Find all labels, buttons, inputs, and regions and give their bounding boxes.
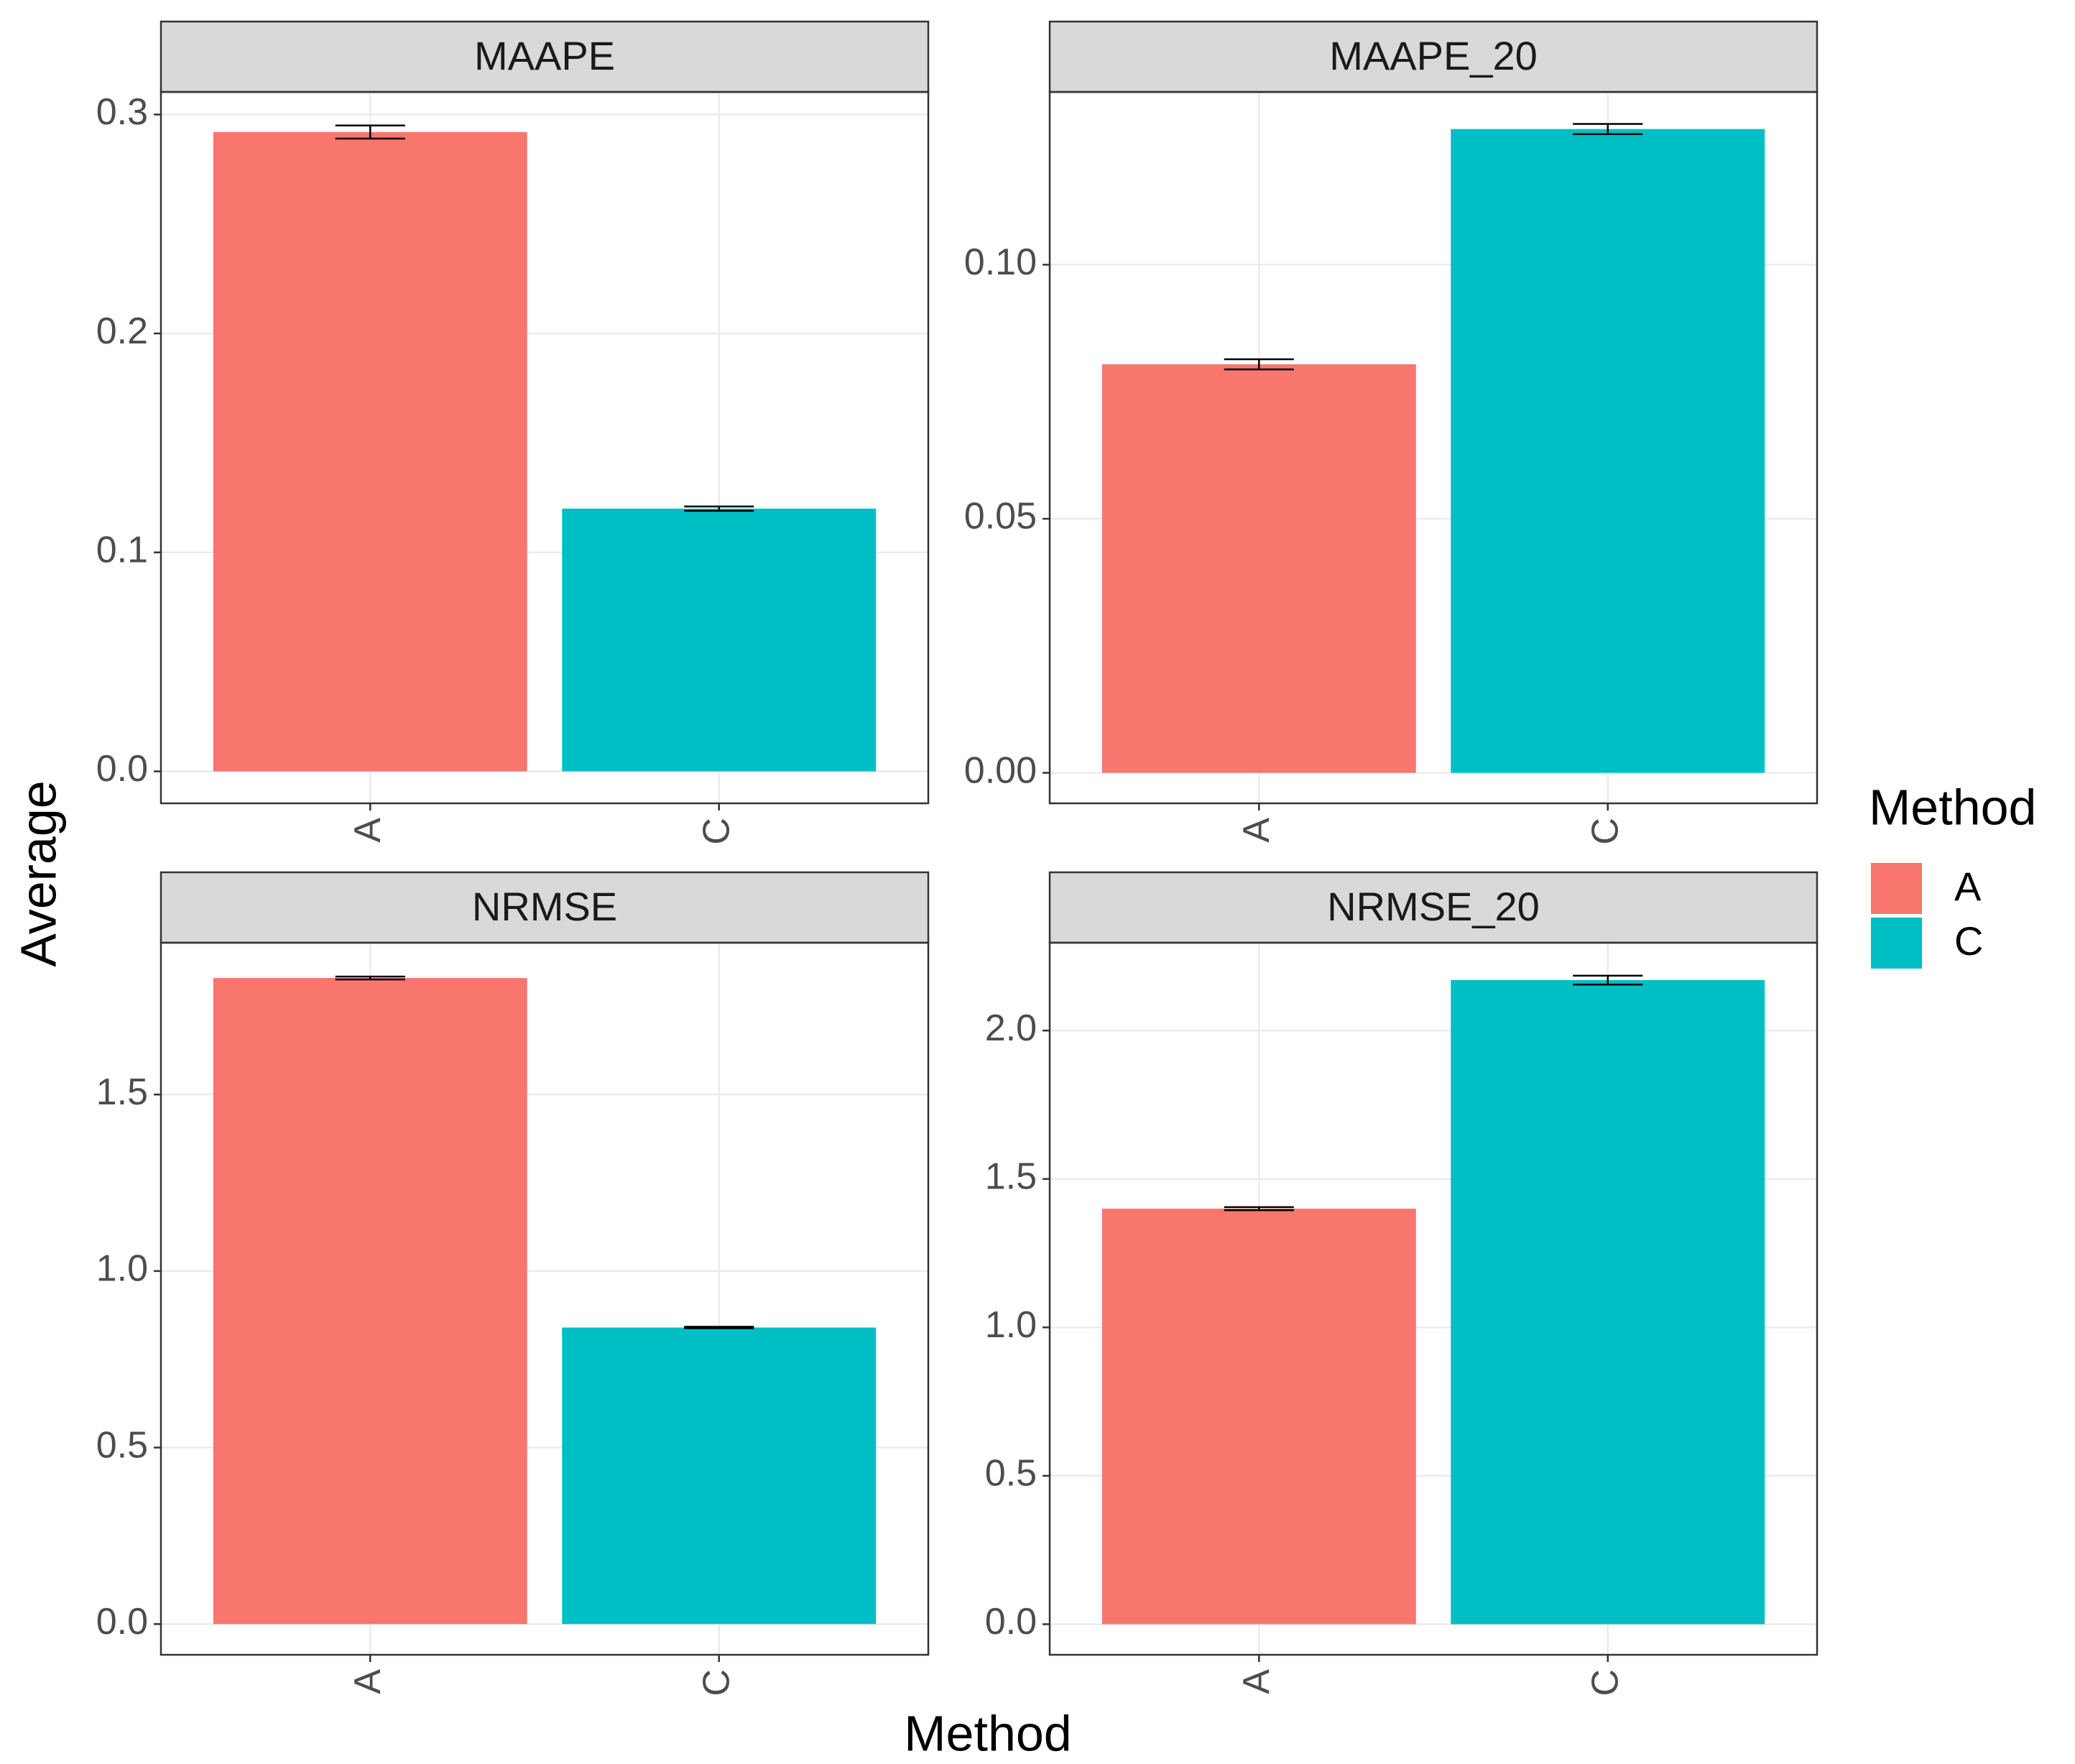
bar — [1101, 364, 1416, 773]
error-bar — [335, 975, 405, 981]
bar — [1451, 129, 1765, 773]
strip — [160, 20, 930, 93]
error-bar — [1224, 1206, 1294, 1211]
y-tick-label: 0.0 — [985, 1601, 1037, 1643]
error-bar — [1573, 974, 1643, 986]
panel-border — [1048, 941, 1818, 1656]
y-tick-label: 0.05 — [964, 496, 1037, 537]
error-bar — [684, 505, 754, 512]
bar — [562, 1327, 877, 1625]
bar — [1451, 980, 1765, 1625]
error-bar — [1573, 123, 1643, 135]
panel-border — [160, 91, 930, 805]
y-tick-label: 2.0 — [985, 1007, 1037, 1049]
y-tick-label: 0.2 — [96, 310, 148, 352]
x-tick-label: C — [695, 1669, 737, 1696]
panel-border — [1048, 91, 1818, 805]
y-tick-label: 0.5 — [985, 1453, 1037, 1495]
y-tick-label: 0.0 — [96, 748, 148, 790]
x-tick-label: A — [1236, 818, 1277, 843]
y-tick-label: 0.1 — [96, 530, 148, 571]
x-tick-label: C — [1584, 1669, 1626, 1696]
y-tick-label: 1.5 — [985, 1156, 1037, 1198]
y-tick-label: 0.00 — [964, 749, 1037, 791]
y-tick-label: 1.0 — [985, 1304, 1037, 1346]
y-tick-label: 0.5 — [96, 1424, 148, 1466]
legend-key — [1871, 863, 1922, 914]
y-axis-title: Average — [10, 780, 66, 966]
x-tick-label: A — [347, 1669, 389, 1694]
x-tick-label: A — [347, 818, 389, 843]
y-tick-label: 0.10 — [964, 241, 1037, 283]
bar — [562, 508, 877, 772]
y-tick-label: 0.0 — [96, 1601, 148, 1643]
panel-border — [160, 941, 930, 1656]
panel-title: MAAPE_20 — [1329, 33, 1538, 78]
y-tick-label: 1.0 — [96, 1248, 148, 1290]
error-bar — [1224, 358, 1294, 371]
y-tick-label: 1.5 — [96, 1071, 148, 1113]
y-tick-label: 0.3 — [96, 91, 148, 133]
strip — [1048, 871, 1818, 944]
x-tick-label: C — [695, 818, 737, 845]
bar — [1101, 1209, 1416, 1625]
legend-label: C — [1954, 918, 1983, 964]
bar — [213, 131, 527, 772]
error-bar — [335, 124, 405, 140]
strip — [160, 871, 930, 944]
strip — [1048, 20, 1818, 93]
legend-title: Method — [1869, 779, 2036, 835]
error-bar — [684, 1326, 754, 1329]
legend-label: A — [1954, 864, 1982, 909]
x-tick-label: A — [1236, 1669, 1277, 1694]
panel-title: NRMSE — [472, 884, 617, 929]
bar — [213, 978, 527, 1625]
panel-title: MAAPE — [474, 33, 615, 78]
x-tick-label: C — [1584, 818, 1626, 845]
panel-title: NRMSE_20 — [1327, 884, 1540, 929]
x-axis-title: Method — [904, 1705, 1071, 1761]
legend-key — [1871, 918, 1922, 969]
